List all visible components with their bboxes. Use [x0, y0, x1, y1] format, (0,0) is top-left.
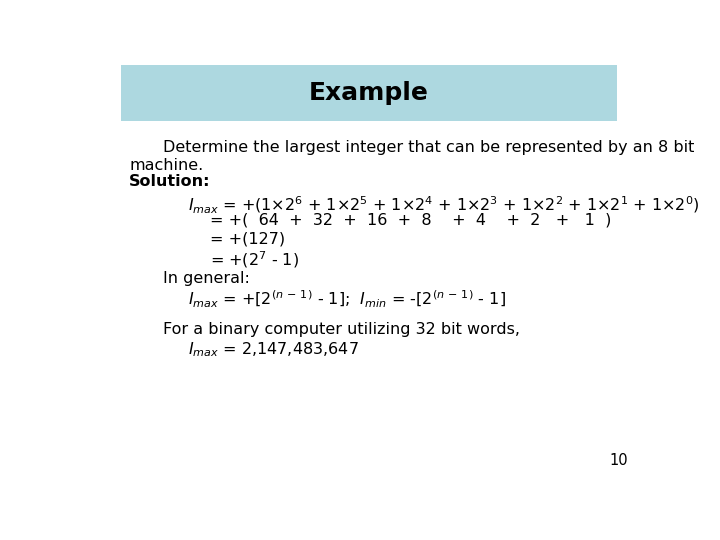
Text: machine.: machine.	[129, 158, 203, 172]
Text: Solution:: Solution:	[129, 174, 210, 189]
Text: In general:: In general:	[163, 271, 249, 286]
Text: For a binary computer utilizing 32 bit words,: For a binary computer utilizing 32 bit w…	[163, 322, 520, 337]
FancyBboxPatch shape	[121, 65, 617, 121]
Text: $I_{max}$ = 2,147,483,647: $I_{max}$ = 2,147,483,647	[188, 340, 359, 359]
Text: = +(2$^7$ - 1): = +(2$^7$ - 1)	[210, 249, 299, 270]
Text: = +(127): = +(127)	[210, 231, 285, 246]
Text: $I_{max}$ = +(1×2$^6$ + 1×2$^5$ + 1×2$^4$ + 1×2$^3$ + 1×2$^2$ + 1×2$^1$ + 1×2$^0: $I_{max}$ = +(1×2$^6$ + 1×2$^5$ + 1×2$^4…	[188, 194, 699, 215]
Text: = +(  64  +  32  +  16  +  8    +  4    +  2   +   1  ): = +( 64 + 32 + 16 + 8 + 4 + 2 + 1 )	[210, 213, 611, 228]
Text: $I_{max}$ = +[2$^{(n\,-\,1)}$ - 1];  $I_{min}$ = -[2$^{(n\,-\,1)}$ - 1]: $I_{max}$ = +[2$^{(n\,-\,1)}$ - 1]; $I_{…	[188, 288, 505, 309]
Text: Determine the largest integer that can be represented by an 8 bit: Determine the largest integer that can b…	[163, 140, 694, 154]
Text: 10: 10	[610, 453, 629, 468]
Text: Example: Example	[309, 81, 429, 105]
